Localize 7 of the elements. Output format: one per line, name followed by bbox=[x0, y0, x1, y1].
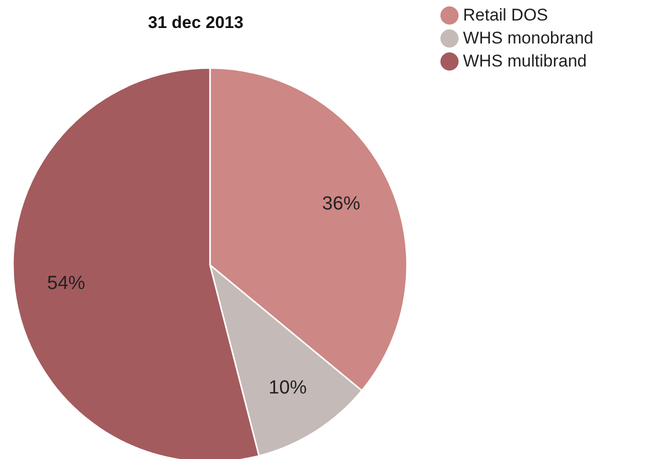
legend-label: WHS multibrand bbox=[463, 52, 587, 70]
data-label: 54% bbox=[47, 273, 86, 294]
data-label: 10% bbox=[268, 377, 307, 398]
chart-title: 31 dec 2013 bbox=[148, 13, 244, 32]
legend-label: Retail DOS bbox=[463, 6, 548, 24]
legend-label: WHS monobrand bbox=[463, 28, 594, 48]
data-label: 36% bbox=[322, 193, 360, 214]
